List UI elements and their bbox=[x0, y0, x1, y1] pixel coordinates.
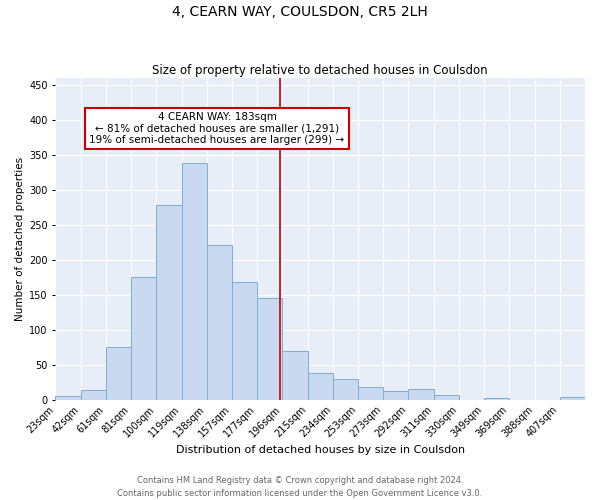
Bar bbox=[157, 206, 182, 400]
Bar bbox=[308, 373, 333, 400]
Bar bbox=[434, 395, 459, 400]
X-axis label: Distribution of detached houses by size in Coulsdon: Distribution of detached houses by size … bbox=[176, 445, 465, 455]
Bar bbox=[358, 387, 383, 400]
Bar bbox=[55, 396, 80, 400]
Bar bbox=[484, 398, 509, 400]
Bar bbox=[257, 298, 283, 400]
Bar bbox=[232, 282, 257, 400]
Bar bbox=[409, 389, 434, 400]
Bar bbox=[80, 390, 106, 400]
Bar bbox=[383, 392, 409, 400]
Text: 4 CEARN WAY: 183sqm
← 81% of detached houses are smaller (1,291)
19% of semi-det: 4 CEARN WAY: 183sqm ← 81% of detached ho… bbox=[89, 112, 344, 145]
Bar bbox=[333, 378, 358, 400]
Text: 4, CEARN WAY, COULSDON, CR5 2LH: 4, CEARN WAY, COULSDON, CR5 2LH bbox=[172, 5, 428, 19]
Bar bbox=[182, 164, 207, 400]
Bar bbox=[283, 350, 308, 400]
Bar bbox=[106, 348, 131, 400]
Title: Size of property relative to detached houses in Coulsdon: Size of property relative to detached ho… bbox=[152, 64, 488, 77]
Bar bbox=[207, 244, 232, 400]
Bar bbox=[131, 278, 157, 400]
Text: Contains HM Land Registry data © Crown copyright and database right 2024.
Contai: Contains HM Land Registry data © Crown c… bbox=[118, 476, 482, 498]
Bar bbox=[560, 397, 585, 400]
Y-axis label: Number of detached properties: Number of detached properties bbox=[15, 157, 25, 321]
